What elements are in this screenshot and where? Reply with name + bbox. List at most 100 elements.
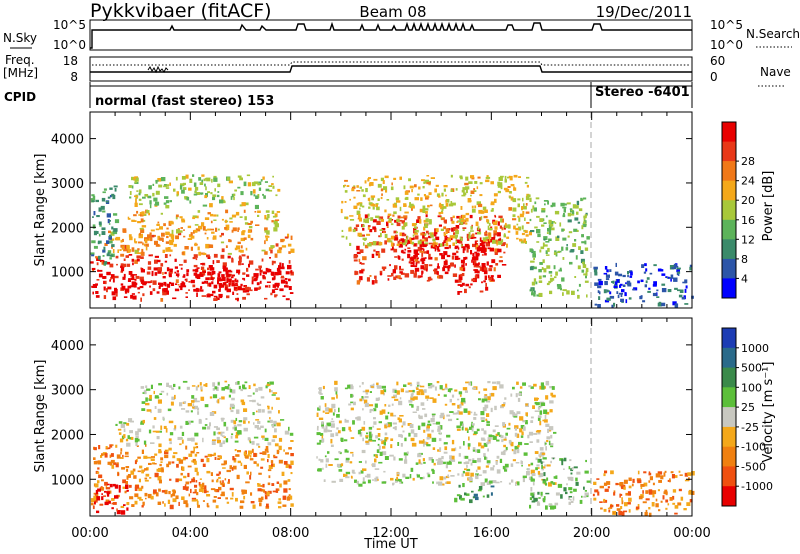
velocity-cell bbox=[278, 459, 283, 464]
power-cell bbox=[465, 222, 468, 225]
velocity-cell bbox=[473, 493, 478, 497]
x-tick-label: 20:00 bbox=[573, 526, 610, 541]
velocity-cell bbox=[257, 421, 261, 424]
velocity-cell bbox=[473, 417, 477, 420]
velocity-cell bbox=[106, 492, 110, 497]
velocity-cell bbox=[107, 483, 110, 486]
power-cell bbox=[98, 269, 103, 272]
power-cell bbox=[123, 248, 128, 252]
power-cell bbox=[368, 177, 371, 179]
power-cell bbox=[422, 235, 425, 239]
power-cell bbox=[434, 270, 438, 275]
power-cell bbox=[533, 207, 537, 212]
power-cell bbox=[110, 274, 115, 278]
power-cell bbox=[109, 257, 112, 260]
velocity-cell bbox=[202, 426, 207, 430]
velocity-cell bbox=[521, 431, 524, 436]
colorbar-segment bbox=[722, 239, 736, 260]
power-cell bbox=[216, 297, 220, 300]
velocity-cell bbox=[538, 474, 542, 478]
power-cell bbox=[521, 232, 525, 236]
velocity-cell bbox=[238, 385, 241, 390]
power-cell bbox=[471, 278, 476, 282]
power-cell bbox=[231, 258, 234, 263]
velocity-cell bbox=[454, 497, 458, 503]
power-cell bbox=[383, 186, 388, 191]
power-cell bbox=[497, 248, 502, 253]
velocity-cell bbox=[541, 452, 546, 455]
velocity-cell bbox=[620, 506, 623, 510]
power-cell bbox=[238, 249, 242, 253]
velocity-cell bbox=[423, 476, 425, 480]
velocity-cell bbox=[93, 461, 98, 465]
velocity-cell bbox=[412, 389, 415, 393]
power-cell bbox=[144, 238, 148, 244]
velocity-cell bbox=[217, 457, 221, 460]
power-cell bbox=[207, 282, 211, 287]
velocity-cell bbox=[325, 425, 328, 430]
velocity-cell bbox=[221, 396, 225, 400]
velocity-cell bbox=[392, 422, 397, 425]
power-cell bbox=[168, 273, 172, 278]
power-cell bbox=[141, 211, 145, 216]
power-cell bbox=[241, 263, 244, 265]
power-cell bbox=[474, 181, 478, 184]
power-cell bbox=[478, 262, 480, 265]
power-cell bbox=[367, 225, 371, 228]
power-cell bbox=[472, 233, 475, 237]
velocity-cell bbox=[253, 461, 257, 464]
power-cell bbox=[531, 288, 534, 293]
velocity-cell bbox=[113, 462, 117, 465]
velocity-cell bbox=[316, 442, 321, 445]
velocity-cell bbox=[169, 432, 174, 436]
velocity-cell bbox=[154, 472, 159, 478]
velocity-cell bbox=[599, 501, 603, 503]
velocity-cell bbox=[488, 434, 493, 438]
velocity-cell bbox=[429, 397, 434, 399]
velocity-cell bbox=[174, 394, 176, 399]
power-cell bbox=[217, 228, 220, 231]
power-cell bbox=[166, 267, 170, 272]
velocity-cell bbox=[231, 492, 234, 497]
power-cell bbox=[465, 186, 470, 190]
velocity-cell bbox=[407, 382, 412, 385]
velocity-cell bbox=[155, 430, 160, 433]
power-cell bbox=[566, 244, 568, 247]
velocity-cell bbox=[586, 495, 589, 498]
power-cell bbox=[667, 289, 672, 293]
velocity-cell bbox=[170, 401, 174, 406]
power-cell bbox=[517, 226, 522, 231]
power-cell bbox=[437, 275, 440, 278]
power-cell bbox=[282, 295, 286, 297]
colorbar-tick-label: -1000 bbox=[741, 480, 773, 493]
power-cell bbox=[123, 296, 128, 298]
power-cell bbox=[684, 303, 689, 305]
velocity-cell bbox=[125, 481, 128, 485]
velocity-cell bbox=[168, 438, 172, 441]
power-cell bbox=[399, 242, 402, 244]
power-cell bbox=[594, 271, 598, 276]
velocity-cell bbox=[224, 478, 227, 481]
power-cell bbox=[287, 264, 292, 270]
power-cell bbox=[443, 220, 446, 223]
power-cell bbox=[567, 212, 571, 217]
velocity-cell bbox=[525, 420, 528, 423]
power-cell bbox=[547, 247, 550, 252]
velocity-cell bbox=[416, 405, 420, 410]
power-cell bbox=[642, 300, 646, 303]
power-cell bbox=[258, 265, 262, 269]
power-cell bbox=[181, 218, 185, 221]
velocity-cell bbox=[134, 500, 138, 505]
velocity-cell bbox=[658, 480, 662, 483]
velocity-cell bbox=[103, 495, 106, 497]
power-cell bbox=[128, 271, 133, 275]
velocity-cell bbox=[459, 404, 462, 409]
power-cell bbox=[228, 180, 233, 184]
power-cell bbox=[182, 182, 186, 186]
velocity-cell bbox=[392, 414, 397, 417]
colorbar-tick-label: 100 bbox=[741, 381, 762, 394]
power-cell bbox=[114, 275, 119, 279]
velocity-cell bbox=[390, 477, 394, 481]
power-cell bbox=[415, 253, 420, 255]
power-cell bbox=[543, 236, 548, 240]
